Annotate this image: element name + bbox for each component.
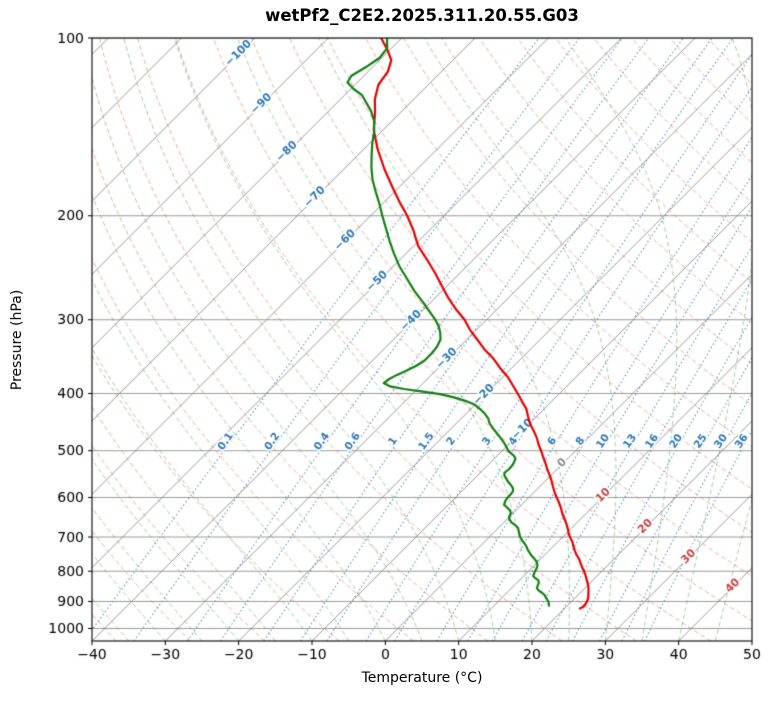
y-axis-label: Pressure (hPa) [9, 289, 25, 391]
chart-title: wetPf2_C2E2.2025.311.20.55.G03 [265, 6, 579, 25]
x-axis-label: Temperature (°C) [361, 670, 483, 686]
